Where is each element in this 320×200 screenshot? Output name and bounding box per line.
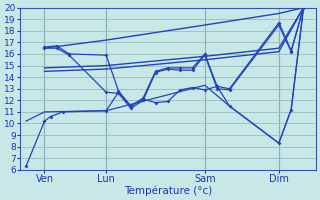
X-axis label: Température (°c): Température (°c) — [124, 185, 212, 196]
